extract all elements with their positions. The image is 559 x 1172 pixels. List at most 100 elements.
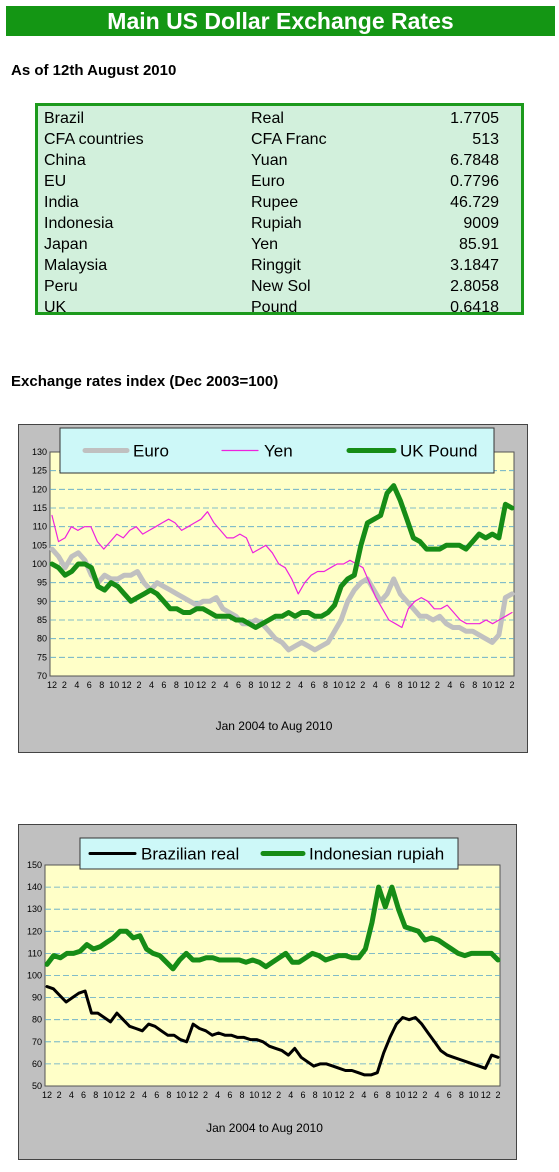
rate-row: Malaysia Ringgit 3.1847 — [38, 255, 521, 276]
x-tick-label: 12 — [420, 680, 430, 690]
x-tick-label: 8 — [240, 1090, 245, 1100]
rate-row: UK Pound 0.6418 — [38, 297, 521, 318]
x-tick-label: 6 — [236, 680, 241, 690]
currency-cell: Yen — [251, 236, 278, 253]
y-tick-label: 120 — [32, 484, 47, 494]
y-tick-label: 105 — [32, 540, 47, 550]
rate-row: Indonesia Rupiah 9009 — [38, 213, 521, 234]
currency-cell: CFA Franc — [251, 131, 327, 148]
x-tick-label: 4 — [447, 680, 452, 690]
rate-row: Brazil Real 1.7705 — [38, 108, 521, 129]
country-cell: EU — [44, 173, 67, 190]
country-cell: Brazil — [44, 110, 85, 127]
y-tick-label: 50 — [32, 1081, 42, 1091]
country-cell: CFA countries — [44, 131, 144, 148]
x-tick-label: 10 — [109, 680, 119, 690]
y-tick-label: 85 — [37, 615, 47, 625]
legend-label: Yen — [264, 442, 293, 461]
rate-cell: 85.91 — [458, 236, 499, 253]
x-tick-label: 12 — [408, 1090, 418, 1100]
x-tick-label: 2 — [57, 1090, 62, 1100]
currency-cell: New Sol — [251, 278, 311, 295]
country-cell: Malaysia — [44, 257, 108, 274]
x-tick-label: 2 — [137, 680, 142, 690]
x-tick-label: 4 — [215, 1090, 220, 1100]
x-tick-label: 6 — [154, 1090, 159, 1100]
x-tick-label: 2 — [509, 680, 514, 690]
country-cell: India — [44, 194, 79, 211]
x-tick-label: 4 — [361, 1090, 366, 1100]
currency-cell: Ringgit — [251, 257, 301, 274]
y-tick-label: 80 — [37, 634, 47, 644]
x-tick-label: 4 — [74, 680, 79, 690]
rate-cell: 2.8058 — [450, 278, 499, 295]
legend-label: Brazilian real — [141, 845, 239, 864]
x-tick-label: 2 — [203, 1090, 208, 1100]
x-tick-label: 12 — [271, 680, 281, 690]
x-tick-label: 2 — [495, 1090, 500, 1100]
x-tick-label: 10 — [322, 1090, 332, 1100]
x-tick-label: 12 — [335, 1090, 345, 1100]
x-tick-label: 10 — [333, 680, 343, 690]
x-tick-label: 10 — [469, 1090, 479, 1100]
exchange-rates-table: Brazil Real 1.7705 CFA countries CFA Franc 51… — [35, 103, 524, 318]
x-tick-label: 4 — [288, 1090, 293, 1100]
y-tick-label: 100 — [32, 559, 47, 569]
rate-row: Peru New Sol 2.8058 — [38, 276, 521, 297]
y-tick-label: 115 — [33, 503, 47, 513]
x-tick-label: 4 — [69, 1090, 74, 1100]
y-tick-label: 125 — [32, 466, 47, 476]
x-tick-label: 12 — [261, 1090, 271, 1100]
y-tick-label: 110 — [28, 948, 42, 958]
x-tick-label: 6 — [81, 1090, 86, 1100]
x-tick-label: 6 — [87, 680, 92, 690]
country-cell: Indonesia — [44, 215, 114, 232]
y-tick-label: 130 — [32, 447, 47, 457]
rate-cell: 6.7848 — [450, 152, 499, 169]
x-tick-label: 12 — [345, 680, 355, 690]
country-cell: Japan — [44, 236, 88, 253]
x-tick-label: 6 — [374, 1090, 379, 1100]
currency-cell: Yuan — [251, 152, 288, 169]
x-tick-label: 8 — [472, 680, 477, 690]
chart2-frame: 50 60 70 80 90 100 110 120 130 140 150 12 2 4 6 8 10 12 2 4… — [18, 824, 517, 1160]
x-tick-label: 2 — [130, 1090, 135, 1100]
legend-box — [59, 427, 495, 474]
rate-cell: 1.7705 — [450, 110, 499, 127]
x-tick-label: 10 — [249, 1090, 259, 1100]
x-tick-label: 4 — [224, 680, 229, 690]
x-tick-label: 10 — [258, 680, 268, 690]
y-tick-label: 80 — [32, 1015, 42, 1025]
y-tick-label: 95 — [37, 578, 47, 588]
x-axis-label: Jan 2004 to Aug 2010 — [216, 719, 333, 733]
rate-row: India Rupee 46.729 — [38, 192, 521, 213]
x-tick-label: 2 — [349, 1090, 354, 1100]
currency-cell: Real — [251, 110, 284, 127]
as-of-date: As of 12th August 2010 — [11, 62, 177, 79]
x-tick-label: 8 — [386, 1090, 391, 1100]
x-tick-label: 4 — [142, 1090, 147, 1100]
x-tick-label: 10 — [184, 680, 194, 690]
x-tick-label: 2 — [62, 680, 67, 690]
x-tick-label: 4 — [149, 680, 154, 690]
currency-cell: Pound — [251, 299, 298, 316]
series-line-euro — [49, 546, 515, 653]
rate-row: EU Euro 0.7796 — [38, 171, 521, 192]
country-cell: UK — [44, 299, 67, 316]
x-tick-label: 6 — [447, 1090, 452, 1100]
x-tick-label: 6 — [227, 1090, 232, 1100]
chart1-title: Exchange rates index (Dec 2003=100) — [11, 373, 279, 390]
legend-label: Euro — [133, 442, 169, 461]
rate-row: Japan Yen 85.91 — [38, 234, 521, 255]
y-tick-label: 70 — [32, 1037, 42, 1047]
x-tick-label: 6 — [300, 1090, 305, 1100]
y-tick-label: 140 — [27, 882, 42, 892]
country-cell: Peru — [44, 278, 78, 295]
x-tick-label: 12 — [42, 1090, 52, 1100]
x-tick-label: 12 — [196, 680, 206, 690]
x-tick-label: 12 — [122, 680, 132, 690]
x-tick-label: 8 — [166, 1090, 171, 1100]
x-tick-label: 8 — [248, 680, 253, 690]
